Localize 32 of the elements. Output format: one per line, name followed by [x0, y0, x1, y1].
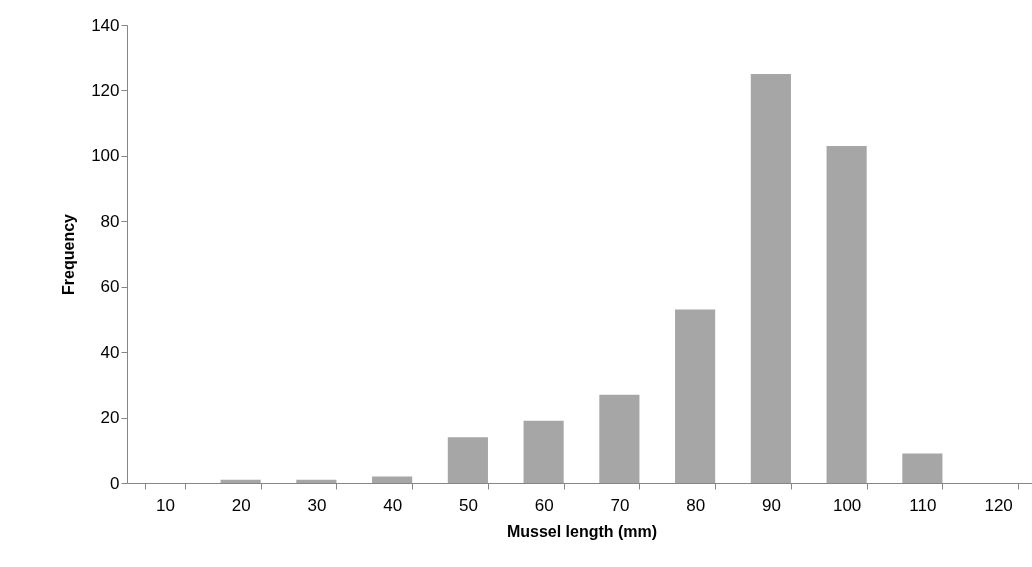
bar	[750, 74, 791, 483]
x-tick-label: 110	[909, 495, 937, 515]
y-tick-label: 140	[91, 15, 120, 35]
x-tick-label: 40	[383, 495, 403, 515]
x-tick-label: 10	[155, 495, 175, 515]
bar	[826, 146, 867, 483]
y-tick-label: 40	[100, 342, 120, 362]
y-tick-label: 100	[91, 146, 120, 166]
bar	[447, 437, 488, 483]
x-tick-label: 30	[307, 495, 327, 515]
y-tick-label: 80	[100, 211, 120, 231]
y-tick-label: 60	[100, 277, 120, 297]
x-axis-title: Mussel length (mm)	[506, 522, 658, 540]
y-tick-label: 0	[110, 473, 120, 493]
bar	[523, 420, 564, 483]
x-tick-label: 20	[231, 495, 251, 515]
x-tick-label: 50	[458, 495, 478, 515]
bar	[599, 394, 640, 483]
x-tick-label: 80	[686, 495, 706, 515]
y-axis-title: Frequency	[60, 213, 78, 295]
bar	[675, 309, 716, 483]
x-tick-label: 120	[984, 495, 1013, 515]
bar	[220, 479, 261, 483]
x-tick-label: 60	[534, 495, 554, 515]
bar	[902, 453, 943, 483]
x-tick-label: 90	[761, 495, 781, 515]
bar	[372, 476, 413, 483]
bar	[296, 479, 337, 483]
y-tick-label: 120	[91, 80, 120, 100]
x-tick-label: 100	[832, 495, 862, 515]
x-tick-label: 70	[610, 495, 630, 515]
y-tick-label: 20	[100, 408, 120, 428]
